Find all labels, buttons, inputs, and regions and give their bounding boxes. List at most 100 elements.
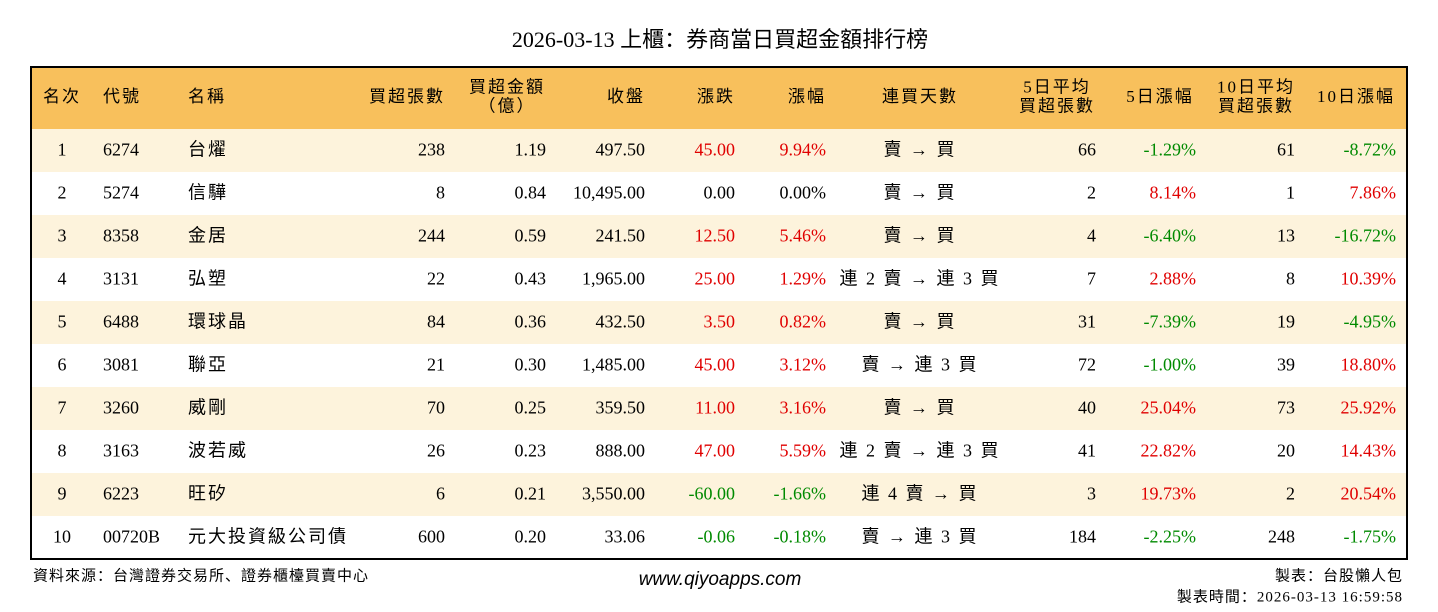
column-header: （億） — [479, 96, 536, 115]
cell: 11.00 — [695, 398, 735, 418]
cell: 25.00 — [695, 269, 736, 289]
cell: 432.50 — [596, 312, 646, 332]
cell: 9 — [58, 484, 67, 504]
cell: 241.50 — [596, 226, 646, 246]
cell: 賣 → 買 — [884, 398, 957, 418]
cell: 61 — [1277, 140, 1295, 160]
cell: 賣 → 連 3 買 — [862, 355, 979, 375]
cell: 0.25 — [515, 398, 547, 418]
cell: -0.18% — [774, 527, 827, 547]
cell: 0.23 — [515, 441, 547, 461]
cell: 6 — [436, 484, 445, 504]
cell: 旺矽 — [188, 484, 228, 504]
cell: 73 — [1277, 398, 1295, 418]
column-header: 10日平均 — [1217, 77, 1295, 96]
cell: 信驊 — [188, 183, 228, 203]
cell: 3260 — [103, 398, 139, 418]
cell: 0.30 — [515, 355, 547, 375]
cell: 8 — [1286, 269, 1295, 289]
row-bg — [31, 129, 1407, 172]
cell: 20 — [1277, 441, 1295, 461]
cell: 9.94% — [780, 140, 827, 160]
cell: 184 — [1069, 527, 1096, 547]
cell: 18.80% — [1341, 355, 1397, 375]
cell: 19 — [1277, 312, 1295, 332]
cell: -4.95% — [1344, 312, 1397, 332]
cell: 環球晶 — [188, 312, 248, 332]
cell: 00720B — [103, 527, 160, 547]
cell: 10,495.00 — [573, 183, 645, 203]
column-header: 名稱 — [188, 87, 226, 106]
cell: 元大投資級公司債 — [188, 527, 348, 547]
cell: 21 — [427, 355, 445, 375]
cell: 45.00 — [695, 355, 736, 375]
row-bg — [31, 301, 1407, 344]
cell: 7.86% — [1350, 183, 1397, 203]
cell: 25.92% — [1341, 398, 1397, 418]
cell: 0.21 — [515, 484, 547, 504]
cell: 66 — [1078, 140, 1096, 160]
cell: 0.36 — [515, 312, 547, 332]
cell: 4 — [58, 269, 67, 289]
column-header: 買超張數 — [1019, 96, 1095, 115]
cell: 連 4 賣 → 買 — [862, 484, 979, 504]
cell: 弘塑 — [188, 269, 228, 289]
cell: 10 — [53, 527, 71, 547]
cell: 2.88% — [1150, 269, 1197, 289]
cell: 0.20 — [515, 527, 547, 547]
cell: 20.54% — [1341, 484, 1397, 504]
cell: 8 — [436, 183, 445, 203]
cell: 波若威 — [188, 441, 248, 461]
column-header: 買超金額 — [469, 77, 545, 96]
column-header: 買超張數 — [1218, 96, 1294, 115]
table-border — [30, 66, 1408, 560]
cell: 1.29% — [780, 269, 827, 289]
cell: 72 — [1078, 355, 1096, 375]
column-header: 漲幅 — [788, 87, 826, 106]
title: 2026-03-13 上櫃：券商當日買超金額排行榜 — [512, 27, 928, 52]
cell: 連 2 賣 → 連 3 買 — [840, 269, 1001, 289]
cell: 2 — [58, 183, 67, 203]
cell: 1,485.00 — [582, 355, 645, 375]
cell: -8.72% — [1344, 140, 1397, 160]
cell: -6.40% — [1144, 226, 1197, 246]
cell: 賣 → 買 — [884, 312, 957, 332]
cell: 10.39% — [1341, 269, 1397, 289]
cell: 6274 — [103, 140, 139, 160]
cell: 3131 — [103, 269, 139, 289]
cell: 賣 → 買 — [884, 226, 957, 246]
cell: 359.50 — [596, 398, 646, 418]
cell: 238 — [418, 140, 445, 160]
cell: 0.59 — [515, 226, 547, 246]
cell: 賣 → 連 3 買 — [862, 527, 979, 547]
site: www.qiyoapps.com — [639, 569, 802, 590]
column-header: 收盤 — [607, 87, 645, 106]
cell: 3.50 — [704, 312, 736, 332]
cell: 3081 — [103, 355, 139, 375]
cell: -7.39% — [1144, 312, 1197, 332]
column-header: 連買天數 — [882, 87, 958, 106]
cell: 連 2 賣 → 連 3 買 — [840, 441, 1001, 461]
cell: 3 — [1087, 484, 1096, 504]
column-header: 代號 — [103, 87, 141, 106]
cell: 0.00% — [780, 183, 827, 203]
cell: 1,965.00 — [582, 269, 645, 289]
cell: 19.73% — [1141, 484, 1197, 504]
cell: 7 — [58, 398, 67, 418]
cell: 8.14% — [1150, 183, 1197, 203]
cell: 1 — [1286, 183, 1295, 203]
source: 資料來源：台灣證券交易所、證券櫃檯買賣中心 — [33, 566, 369, 584]
cell: 5.46% — [780, 226, 827, 246]
cell: 12.50 — [695, 226, 736, 246]
cell: 6 — [58, 355, 67, 375]
cell: 22.82% — [1141, 441, 1197, 461]
cell: 3,550.00 — [582, 484, 645, 504]
cell: 2 — [1286, 484, 1295, 504]
column-header: 買超張數 — [369, 87, 445, 106]
column-header: 名次 — [43, 87, 81, 106]
cell: 39 — [1277, 355, 1295, 375]
column-header: 10日漲幅 — [1317, 87, 1395, 106]
cell: -60.00 — [689, 484, 736, 504]
